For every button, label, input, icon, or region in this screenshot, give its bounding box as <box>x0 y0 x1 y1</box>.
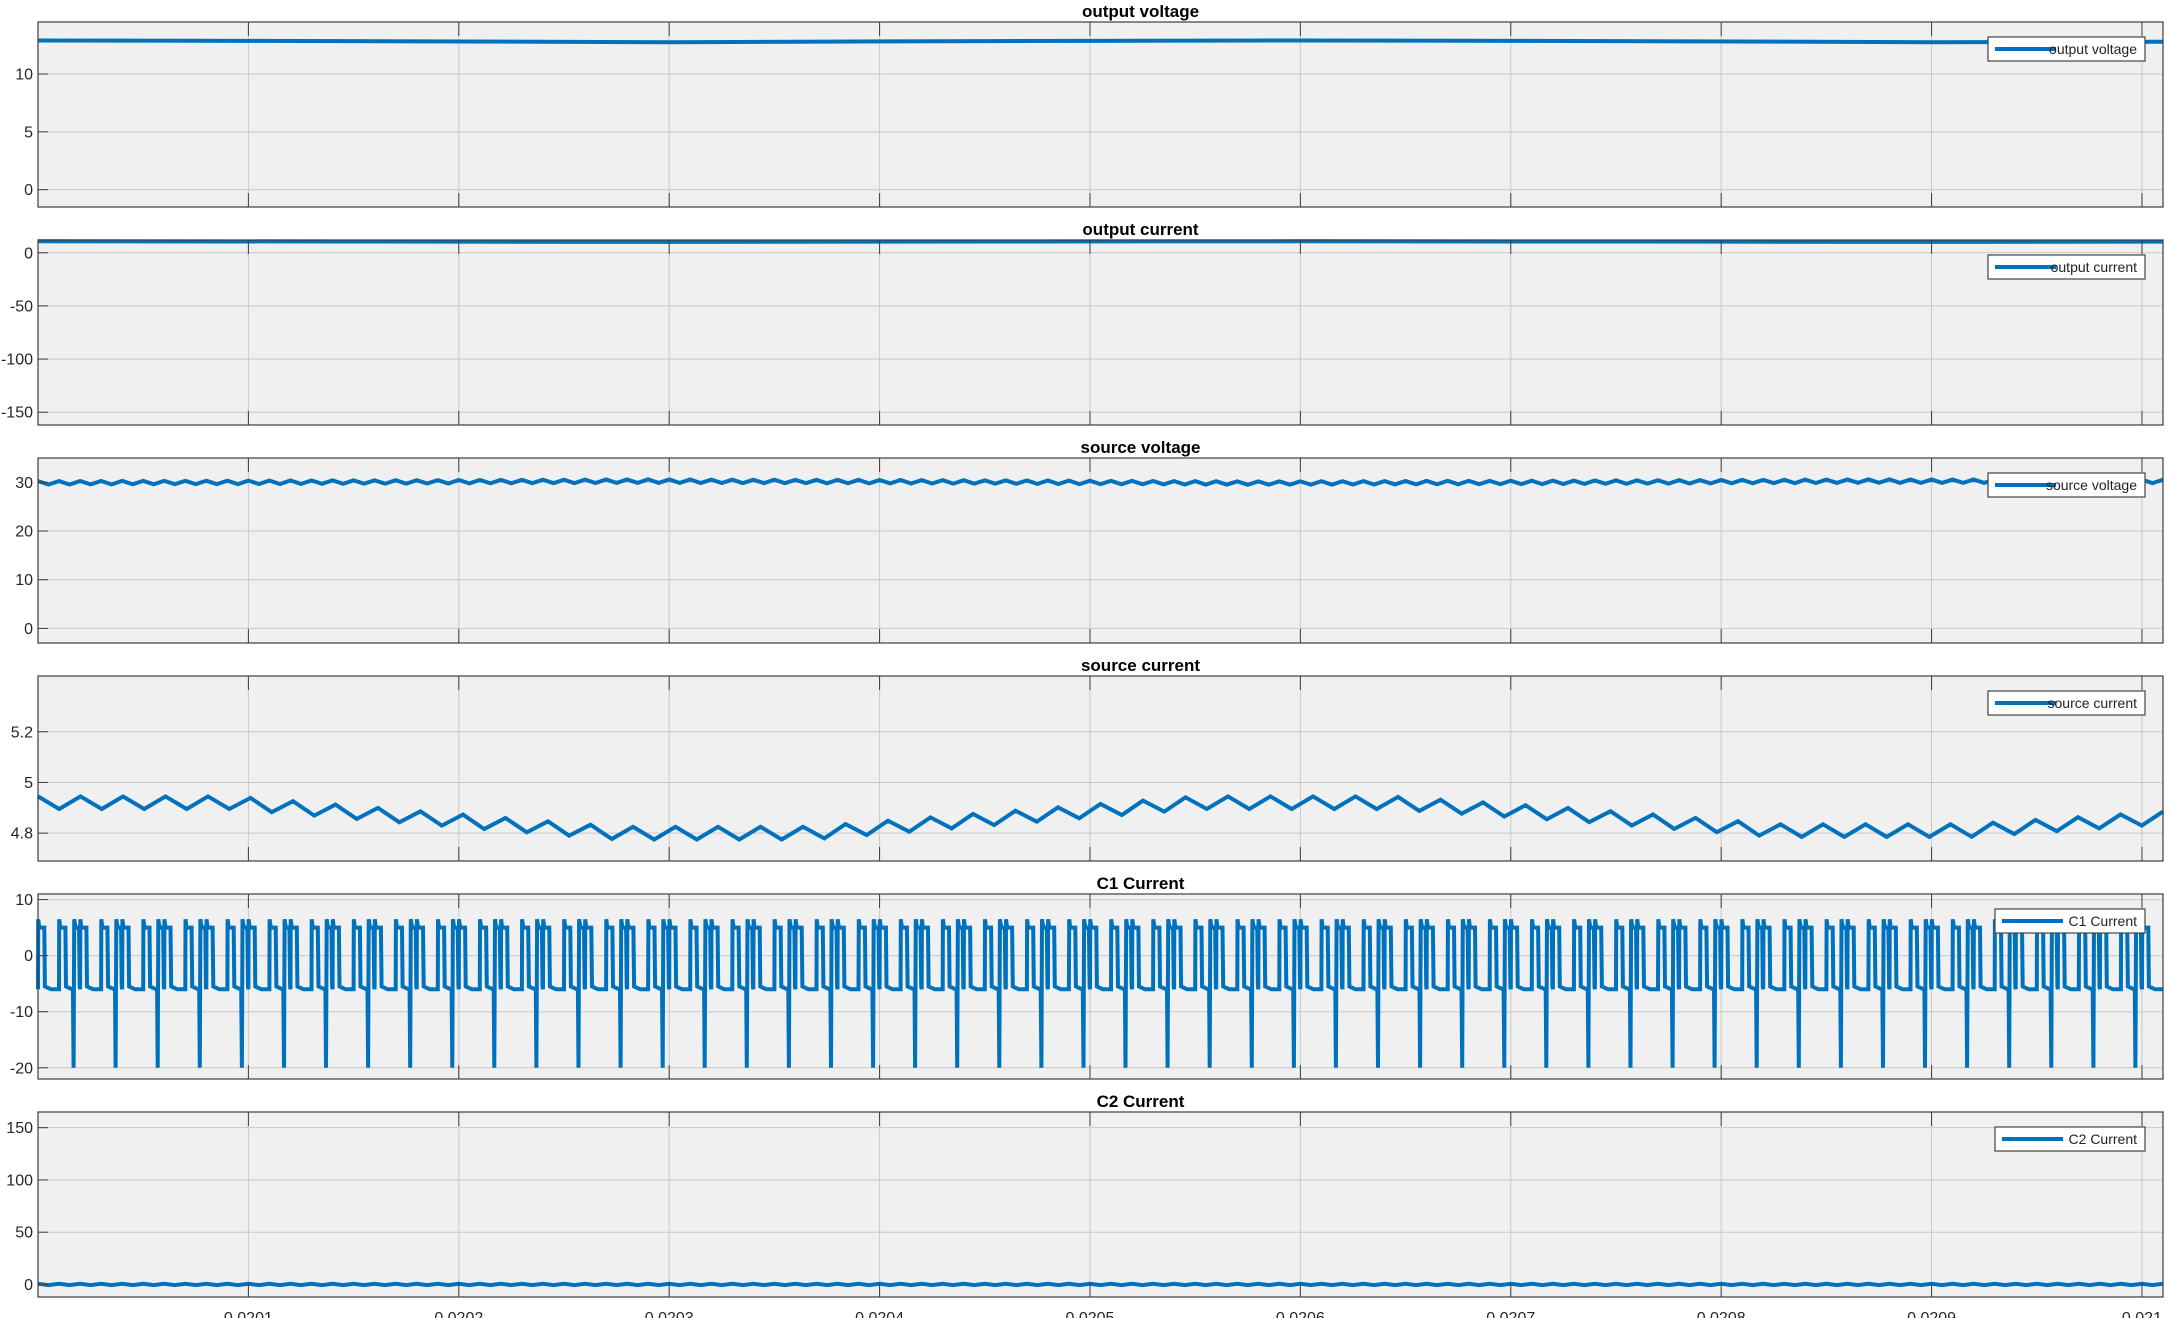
axes-border <box>37 893 2164 1080</box>
series-line <box>37 1281 2164 1288</box>
subplot-title: source current <box>1081 656 1200 675</box>
subplot-5: -20 -10 0 10 C1 Current C1 Current <box>10 874 2164 1080</box>
legend[interactable]: output voltage <box>1987 36 2146 62</box>
y-tick-label: 5 <box>24 124 33 141</box>
y-tick-label: -50 <box>10 298 33 315</box>
grid <box>38 894 2163 1079</box>
x-tick-label: 0.0201 <box>224 1310 273 1318</box>
plot-area <box>38 240 2163 425</box>
legend-label: source current <box>2048 695 2138 711</box>
series-line <box>37 239 2164 244</box>
subplot-title: C2 Current <box>1097 1092 1185 1111</box>
subplot-1: 0 5 10 output voltage output voltage <box>15 2 2164 208</box>
legend[interactable]: source voltage <box>1987 472 2146 498</box>
plot-area <box>38 22 2163 207</box>
legend-label: C2 Current <box>2069 1131 2138 1147</box>
subplot-6: 0 50 100 150 C2 Current C2 Current 0.0201 0.020… <box>6 1092 2164 1318</box>
legend[interactable]: C2 Current <box>1994 1126 2146 1152</box>
axes-border <box>37 1111 2164 1298</box>
legend-label: C1 Current <box>2069 913 2138 929</box>
plot-area <box>38 676 2163 861</box>
y-tick-label: 30 <box>15 475 33 492</box>
grid <box>38 676 2163 861</box>
legend-label: output current <box>2051 259 2137 275</box>
y-tick-label: 10 <box>15 67 33 84</box>
series-line <box>37 477 2164 487</box>
x-tick-label: 0.0204 <box>855 1310 904 1318</box>
legend[interactable]: source current <box>1987 690 2146 716</box>
grid <box>38 22 2163 207</box>
subplot-title: output voltage <box>1082 2 1199 21</box>
y-tick-label: -20 <box>10 1060 33 1077</box>
y-tick-label: 100 <box>6 1172 33 1189</box>
y-tick-label: 0 <box>24 621 33 638</box>
y-tick-label: 10 <box>15 892 33 909</box>
y-tick-label: 0 <box>24 182 33 199</box>
series-line <box>37 38 2164 45</box>
x-tick-marks <box>38 458 2143 643</box>
y-tick-label: -10 <box>10 1004 33 1021</box>
x-tick-label: 0.0209 <box>1907 1310 1956 1318</box>
x-tick-label: 0.0206 <box>1276 1310 1325 1318</box>
plot-area <box>38 1112 2163 1297</box>
axes-border <box>37 21 2164 208</box>
y-tick-label: -150 <box>1 405 33 422</box>
axes-border <box>37 239 2164 426</box>
series-line <box>36 794 2165 842</box>
x-tick-label: 0.0205 <box>1066 1310 1115 1318</box>
y-tick-label: 4.8 <box>11 826 33 843</box>
x-tick-marks <box>38 676 2143 861</box>
x-tick-marks <box>38 894 2143 1079</box>
series-line <box>36 918 2163 1068</box>
x-tick-label: 0.0202 <box>434 1310 483 1318</box>
y-tick-label: 50 <box>15 1225 33 1242</box>
y-tick-label: -100 <box>1 352 33 369</box>
axes-border <box>37 675 2164 862</box>
x-tick-marks <box>38 240 2143 425</box>
grid <box>38 240 2163 425</box>
subplot-title: C1 Current <box>1097 874 1185 893</box>
subplot-title: source voltage <box>1081 438 1201 457</box>
legend[interactable]: output current <box>1987 254 2146 280</box>
legend-label: output voltage <box>2049 41 2137 57</box>
x-tick-marks <box>38 1112 2143 1297</box>
axes-border <box>37 457 2164 644</box>
plot-area <box>38 458 2163 643</box>
y-tick-label: 150 <box>6 1120 33 1137</box>
x-tick-label: 0.021 <box>2122 1310 2162 1318</box>
subplot-3: 0 10 20 30 source voltage source voltage <box>15 438 2164 644</box>
y-tick-label: 0 <box>24 1277 33 1294</box>
x-tick-label: 0.0207 <box>1486 1310 1535 1318</box>
y-tick-label: 20 <box>15 524 33 541</box>
x-tick-label: 0.0208 <box>1697 1310 1746 1318</box>
subplot-4: 4.8 5 5.2 source current source current <box>11 656 2165 862</box>
y-tick-label: 5.2 <box>11 724 33 741</box>
y-tick-label: 5 <box>24 775 33 792</box>
x-tick-marks <box>38 22 2143 207</box>
y-tick-label: 0 <box>24 245 33 262</box>
subplot-2: -150 -100 -50 0 output current output current <box>1 220 2164 426</box>
subplot-title: output current <box>1082 220 1198 239</box>
legend[interactable]: C1 Current <box>1994 908 2146 934</box>
legend-label: source voltage <box>2046 477 2137 493</box>
y-tick-label: 10 <box>15 572 33 589</box>
y-tick-label: 0 <box>24 948 33 965</box>
